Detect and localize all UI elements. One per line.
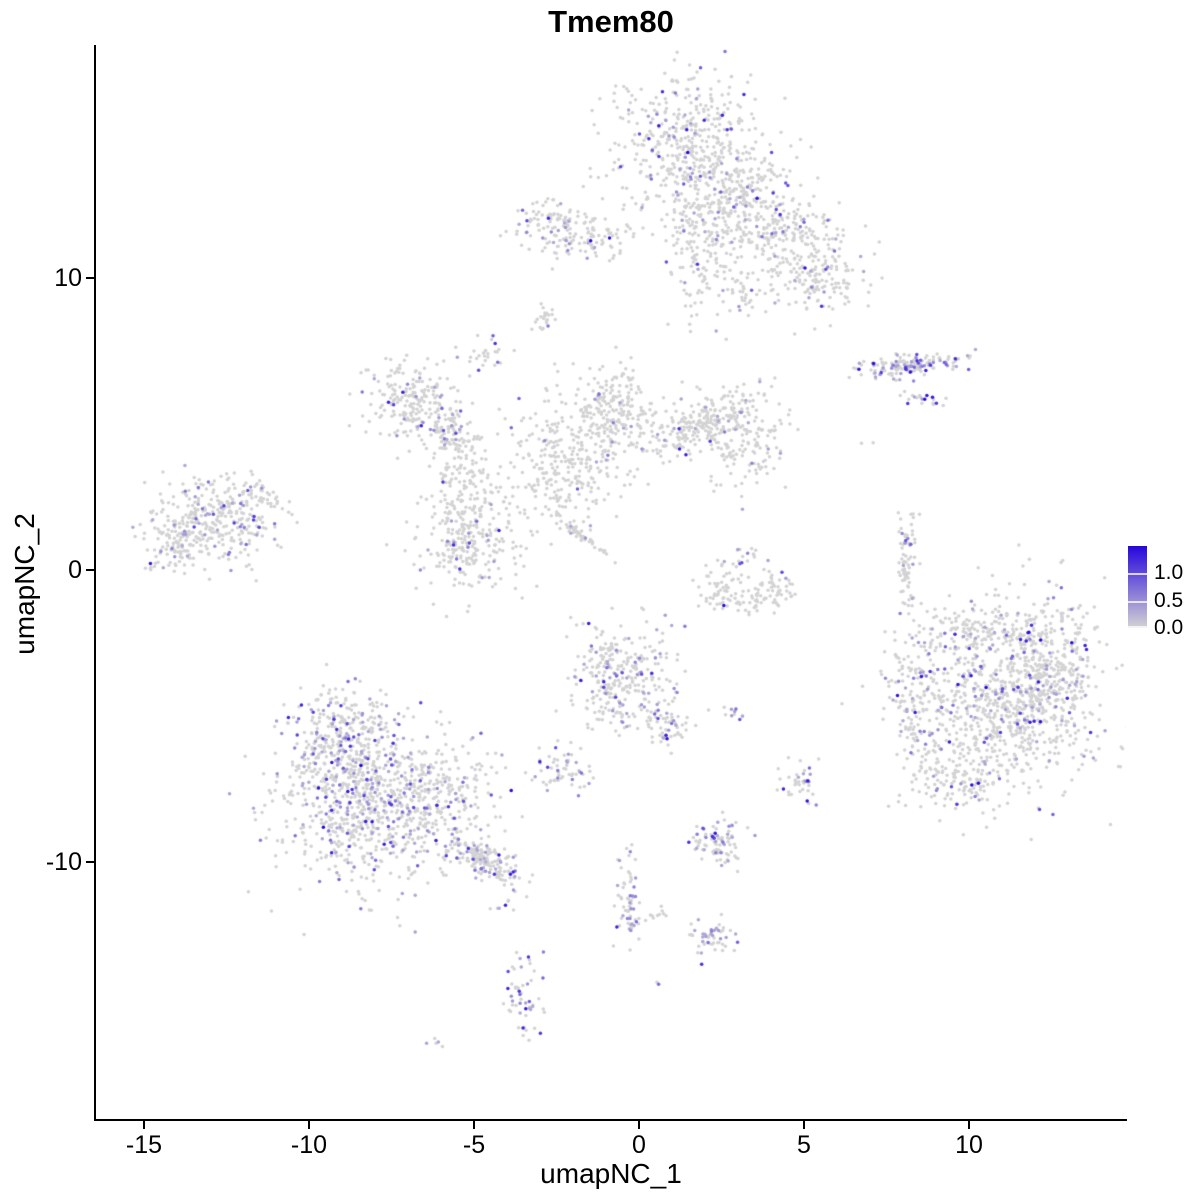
x-axis-title: umapNC_1 bbox=[540, 1158, 682, 1189]
x-tick-mark bbox=[143, 1121, 145, 1129]
y-tick-label: 10 bbox=[54, 264, 82, 292]
legend-tick-label: 0.0 bbox=[1154, 616, 1184, 639]
x-tick-mark bbox=[638, 1121, 640, 1129]
legend-tick-label: 1.0 bbox=[1154, 561, 1184, 585]
x-tick-label: -15 bbox=[125, 1131, 163, 1159]
y-tick-label: 0 bbox=[68, 556, 82, 584]
x-tick-mark bbox=[473, 1121, 475, 1129]
x-tick-label: -5 bbox=[462, 1131, 486, 1159]
x-tick-mark bbox=[308, 1121, 310, 1129]
x-tick-mark bbox=[803, 1121, 805, 1129]
legend-tick-label: 0.5 bbox=[1154, 588, 1184, 612]
legend-tick-mark bbox=[1128, 600, 1147, 603]
y-tick-label: -10 bbox=[45, 848, 82, 876]
plot-title: Tmem80 bbox=[548, 4, 674, 39]
y-tick-mark bbox=[86, 861, 94, 863]
x-tick-label: -10 bbox=[290, 1131, 328, 1159]
y-axis-line bbox=[94, 45, 96, 1121]
x-axis-line bbox=[94, 1119, 1127, 1121]
x-tick-label: 5 bbox=[797, 1131, 811, 1159]
y-tick-mark bbox=[86, 277, 94, 279]
legend-colorbar bbox=[1128, 546, 1147, 628]
x-tick-mark bbox=[968, 1121, 970, 1129]
x-tick-label: 10 bbox=[955, 1131, 983, 1159]
y-axis-title: umapNC_2 bbox=[9, 513, 40, 655]
y-tick-mark bbox=[86, 569, 94, 571]
legend-tick-mark bbox=[1128, 573, 1147, 576]
legend-tick-mark bbox=[1128, 626, 1147, 628]
x-tick-label: 0 bbox=[632, 1131, 646, 1159]
